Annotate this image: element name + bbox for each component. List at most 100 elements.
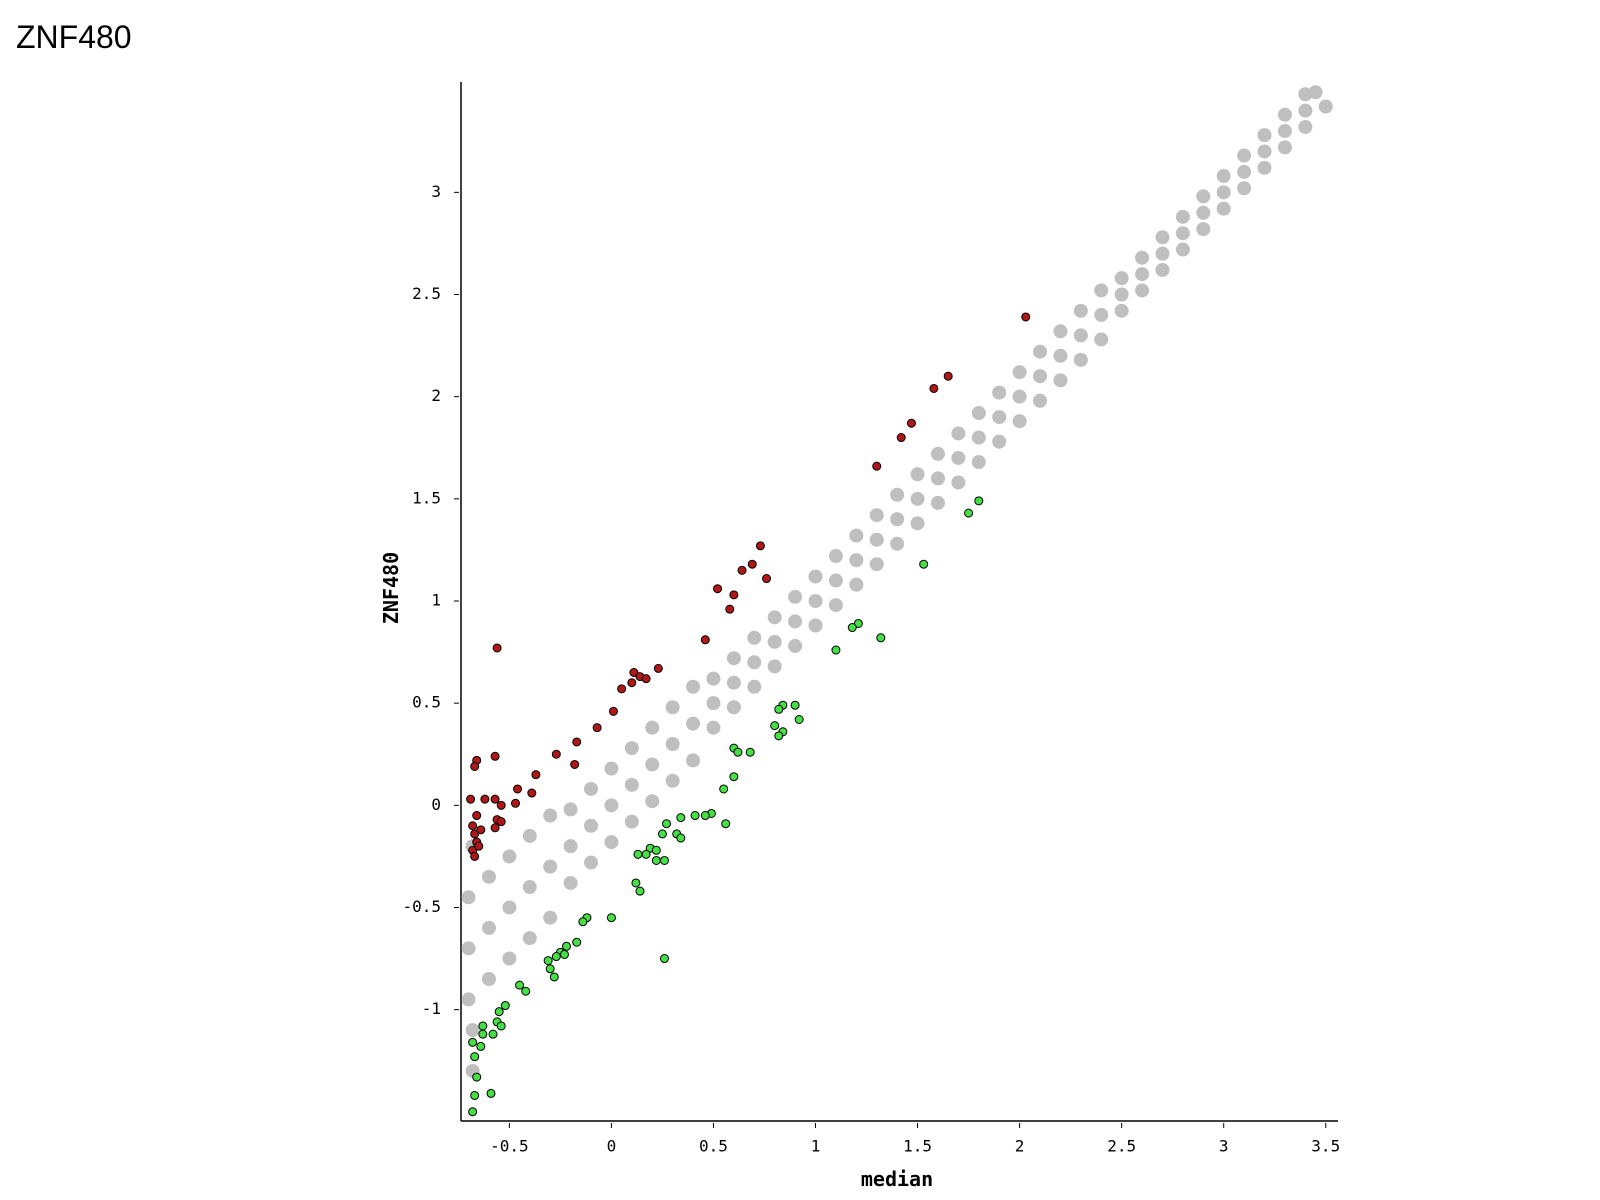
point — [1175, 242, 1190, 257]
point — [1135, 283, 1150, 298]
point — [729, 772, 739, 782]
point — [690, 811, 700, 821]
point — [617, 684, 627, 694]
point — [929, 383, 939, 393]
point — [788, 589, 803, 604]
point — [1216, 185, 1231, 200]
point — [719, 784, 729, 794]
point — [1216, 168, 1231, 183]
point — [951, 450, 966, 465]
point — [992, 434, 1007, 449]
point — [665, 737, 680, 752]
point — [502, 951, 517, 966]
point — [790, 700, 800, 710]
point — [466, 794, 476, 804]
point — [522, 931, 537, 946]
x-tick-label: 3.5 — [1311, 1137, 1340, 1156]
point — [488, 1029, 498, 1039]
point — [578, 917, 588, 927]
point — [971, 430, 986, 445]
point — [828, 598, 843, 613]
point — [1094, 307, 1109, 322]
point — [478, 1029, 488, 1039]
point — [572, 937, 582, 947]
point — [563, 839, 578, 854]
y-tick-label: -1 — [422, 999, 441, 1018]
point — [1155, 246, 1170, 261]
point — [653, 663, 663, 673]
point — [951, 475, 966, 490]
point — [563, 875, 578, 890]
point — [665, 773, 680, 788]
point — [906, 418, 916, 428]
x-tick-label: 1 — [811, 1137, 821, 1156]
point — [476, 1041, 486, 1051]
point — [974, 496, 984, 506]
x-tick-label: 0 — [607, 1137, 617, 1156]
point — [943, 371, 953, 381]
point — [1114, 287, 1129, 302]
point — [478, 1021, 488, 1031]
point — [706, 671, 721, 686]
point — [1135, 267, 1150, 282]
point — [551, 749, 561, 759]
point — [788, 614, 803, 629]
point — [635, 886, 645, 896]
point — [808, 618, 823, 633]
point — [543, 910, 558, 925]
point — [521, 986, 531, 996]
point — [849, 553, 864, 568]
point — [755, 541, 765, 551]
point — [725, 604, 735, 614]
point — [662, 819, 672, 829]
point — [774, 731, 784, 741]
point — [1114, 303, 1129, 318]
point — [828, 573, 843, 588]
point — [726, 700, 741, 715]
point — [706, 696, 721, 711]
point — [794, 714, 804, 724]
y-tick-label: 1 — [431, 590, 441, 609]
point — [531, 770, 541, 780]
point — [700, 811, 710, 821]
point — [733, 747, 743, 757]
point — [1277, 124, 1292, 139]
point — [1094, 332, 1109, 347]
point — [633, 849, 643, 859]
point — [1175, 209, 1190, 224]
point — [641, 674, 651, 684]
point — [624, 777, 639, 792]
x-tick-label: 0.5 — [699, 1137, 728, 1156]
point — [641, 849, 651, 859]
point — [808, 593, 823, 608]
y-tick-label: -0.5 — [402, 897, 441, 916]
point — [665, 700, 680, 715]
point — [470, 829, 480, 839]
point — [543, 859, 558, 874]
point — [1053, 324, 1068, 339]
point — [651, 855, 661, 865]
point — [1237, 181, 1252, 196]
point — [831, 645, 841, 655]
point — [502, 849, 517, 864]
point — [1012, 365, 1027, 380]
point — [490, 751, 500, 761]
x-axis-label: median — [861, 1167, 933, 1191]
point — [543, 956, 553, 966]
point — [700, 635, 710, 645]
point — [747, 559, 757, 569]
point — [1196, 205, 1211, 220]
point — [1073, 352, 1088, 367]
point — [930, 471, 945, 486]
point — [896, 433, 906, 443]
point — [645, 794, 660, 809]
point — [1012, 414, 1027, 429]
point — [876, 633, 886, 643]
point — [522, 828, 537, 843]
point — [1053, 373, 1068, 388]
x-tick-label: -0.5 — [490, 1137, 529, 1156]
point — [465, 1023, 480, 1038]
point — [726, 651, 741, 666]
